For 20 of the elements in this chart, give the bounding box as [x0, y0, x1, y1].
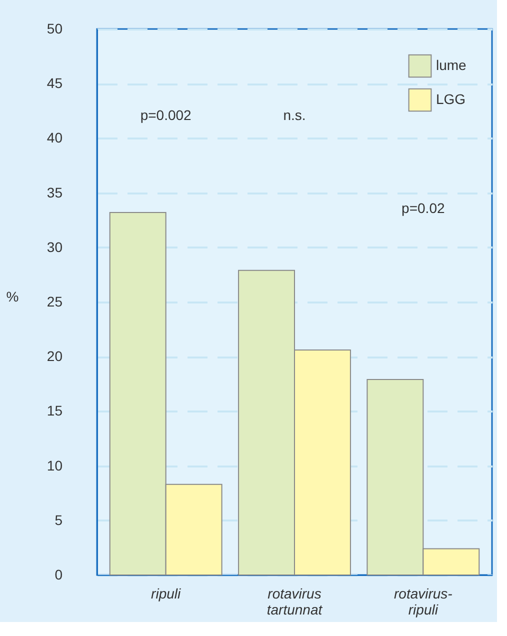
y-axis-title: %: [6, 288, 19, 304]
annotation: p=0.02: [402, 200, 445, 216]
y-tick-label: 45: [46, 75, 63, 92]
annotation: n.s.: [283, 107, 306, 123]
y-tick-label: 5: [54, 512, 63, 528]
y-tick-label: 40: [46, 130, 63, 146]
y-tick-label: 30: [46, 238, 63, 255]
y-tick-label: 0: [54, 566, 63, 582]
y-tick-label: 50: [46, 20, 63, 36]
y-tick-label: 10: [46, 457, 63, 474]
y-tick-label: 25: [46, 294, 63, 310]
x-tick-label: rotavirus tartunnat: [266, 586, 324, 618]
x-tick-label: rotavirus- ripuli: [394, 586, 453, 618]
y-tick-label: 15: [46, 402, 63, 419]
annotation: p=0.002: [140, 107, 192, 123]
y-tick-label: 20: [46, 348, 63, 364]
y-tick-label: 35: [46, 184, 63, 200]
legend-label: lume: [436, 57, 467, 73]
x-tick-label: ripuli: [151, 586, 182, 602]
legend-label: LGG: [436, 91, 466, 107]
